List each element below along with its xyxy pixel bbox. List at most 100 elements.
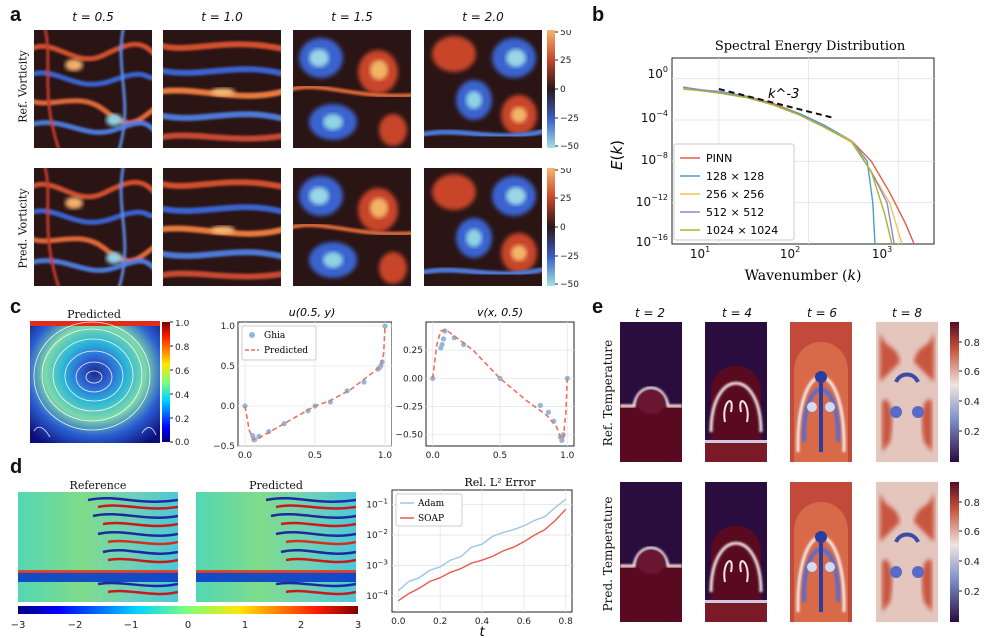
u-profile-ghia-point-1 (250, 433, 256, 439)
temperature-ref-t4 (705, 322, 767, 462)
temperature-ref-t6 (790, 322, 852, 462)
rel-l2-xlabel: t (479, 625, 485, 638)
svg-text:Predicted: Predicted (264, 346, 308, 356)
row-label-ref-temperature: Ref. Temperature (601, 339, 615, 447)
v-profile-ytick-1: 0.00 (403, 374, 423, 384)
u-profile-ytick-3: −0.5 (213, 442, 235, 452)
svg-text:0.4: 0.4 (175, 391, 190, 401)
vorticity-colorbar-ref: 50 25 0 −25 −50 (547, 30, 579, 150)
u-profile-chart: u(0.5, y) 0.0 0.5 1.01.00.50.0−0.5 Ghia Pr… (213, 306, 392, 461)
vorticity-ref-t2 (293, 30, 411, 148)
vorticity-pred-t1 (163, 168, 281, 286)
spectrum-ylabel: E(k) (608, 140, 626, 170)
temperature-pred-t2 (620, 482, 682, 622)
svg-text:0.4: 0.4 (964, 397, 980, 408)
svg-text:0.8: 0.8 (964, 498, 980, 509)
svg-text:0: 0 (560, 223, 566, 233)
rel-l2-title: Rel. L² Error (465, 476, 537, 489)
svg-text:0.4: 0.4 (964, 557, 980, 568)
svg-text:0.2: 0.2 (964, 427, 980, 438)
svg-text:1.0: 1.0 (175, 320, 190, 329)
row-label-ref-vorticity: Ref. Vorticity (16, 50, 30, 123)
rel-l2-series-1 (397, 508, 567, 602)
time-label-a-2: t = 1.5 (331, 10, 373, 24)
spectrum-series-4 (683, 88, 893, 245)
rel-l2-legend: Adam SOAP (395, 493, 463, 527)
svg-text:25: 25 (560, 194, 571, 204)
u-profile-predicted-line (244, 325, 386, 441)
rel-l2-ytick-0: 10−1 (366, 498, 388, 511)
u-profile-xtick-1: 0.5 (308, 451, 322, 461)
u-profile-ghia-point-11 (361, 379, 367, 385)
v-profile-ghia-point-8 (537, 402, 543, 409)
svg-text:Adam: Adam (417, 499, 445, 509)
panel-letter-b: b (592, 4, 605, 26)
row-label-pred-vorticity: Pred. Vorticity (16, 188, 30, 269)
wave-title-predicted: Predicted (249, 479, 303, 492)
u-profile-ytick-0: 1.0 (221, 322, 236, 332)
spectrum-ytick-2: 10−8 (641, 151, 668, 167)
svg-text:Ghia: Ghia (264, 331, 286, 341)
vorticity-pred-t2 (293, 168, 411, 286)
time-label-e-0: t = 2 (634, 306, 666, 320)
spectrum-xtick-0: 101 (690, 245, 710, 261)
u-profile-ytick-2: 0.0 (221, 402, 236, 412)
svg-text:25: 25 (560, 56, 571, 66)
rel-l2-xtick-0: 0.0 (391, 617, 406, 627)
svg-text:0.6: 0.6 (964, 527, 980, 538)
svg-text:0.2: 0.2 (964, 587, 980, 598)
v-profile-ytick-3: −0.50 (396, 431, 423, 441)
cavity-heatmap-title: Predicted (67, 308, 121, 321)
cavity-colorbar: 1.0 0.8 0.6 0.4 0.2 0.0 (162, 320, 190, 446)
spectrum-legend-label-4: 1024 × 1024 (706, 224, 778, 237)
wave-field-predicted (196, 492, 356, 602)
temperature-pred-t8 (876, 482, 938, 622)
v-profile-xtick-2: 1.0 (560, 451, 575, 461)
vorticity-pred-t0 (34, 168, 152, 286)
rel-l2-xtick-2: 0.4 (475, 617, 490, 627)
v-profile-ytick-0: 0.25 (403, 346, 423, 356)
row-label-pred-temperature: Pred. Temperature (601, 496, 615, 612)
rel-l2-ytick-3: 10−4 (366, 589, 388, 602)
panel-letter-a: a (10, 4, 22, 26)
temperature-pred-t4 (705, 482, 767, 622)
time-label-a-0: t = 0.5 (72, 10, 114, 24)
spectrum-ytick-0: 100 (648, 65, 668, 81)
vorticity-ref-t1 (163, 30, 281, 148)
spectrum-legend-label-1: 128 × 128 (706, 170, 764, 183)
wave-colorbar: −3 −2 −1 0 1 2 3 (11, 606, 361, 631)
vorticity-pred-t3 (424, 168, 542, 286)
svg-text:0.8: 0.8 (175, 343, 190, 353)
svg-text:−50: −50 (560, 280, 579, 288)
rel-l2-series-0 (397, 498, 567, 592)
v-profile-ghia-point-9 (545, 409, 552, 415)
svg-text:2: 2 (298, 620, 304, 631)
svg-text:0.8: 0.8 (964, 338, 980, 349)
time-label-a-1: t = 1.0 (201, 10, 243, 24)
wave-field-reference (18, 492, 178, 602)
panel-letter-c: c (10, 296, 22, 318)
u-profile-title: u(0.5, y) (289, 306, 336, 319)
rel-l2-ytick-2: 10−3 (366, 559, 388, 572)
svg-text:0.0: 0.0 (175, 438, 190, 446)
temperature-pred-t6 (790, 482, 852, 622)
svg-text:50: 50 (560, 168, 572, 176)
spectrum-ytick-1: 10−4 (641, 109, 668, 125)
v-profile-ghia-point-3 (440, 336, 447, 342)
time-label-e-3: t = 8 (891, 306, 923, 320)
panel-letter-e: e (592, 296, 604, 318)
temperature-ref-t2 (620, 322, 682, 462)
rel-l2-xtick-1: 0.2 (433, 617, 447, 627)
u-profile-xtick-0: 0.0 (238, 451, 253, 461)
vorticity-colorbar-pred: 50 25 0 −25 −50 (547, 168, 579, 288)
temperature-colorbar-ref: 0.8 0.6 0.4 0.2 (950, 322, 980, 462)
u-profile-ghia-point-16 (382, 323, 388, 329)
rel-l2-error-chart: Rel. L² Error 0.0 0.2 0.4 0.6 0.8 10−1 10−2 10−… (366, 476, 573, 638)
temperature-ref-t8 (876, 322, 938, 462)
svg-text:50: 50 (560, 30, 572, 38)
svg-text:−1: −1 (124, 620, 139, 631)
v-profile-xtick-0: 0.0 (426, 451, 441, 461)
v-profile-ghia-point-12 (559, 437, 565, 443)
spectrum-xtick-1: 102 (780, 245, 800, 261)
svg-text:−25: −25 (560, 252, 579, 262)
